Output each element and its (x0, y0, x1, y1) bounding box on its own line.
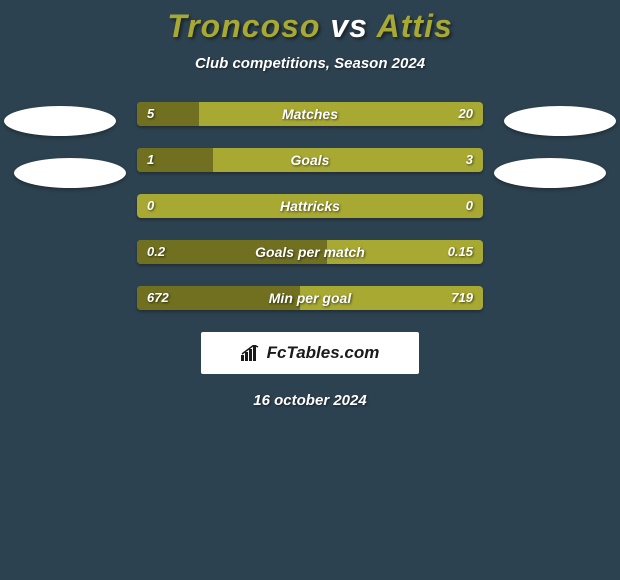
stat-label: Goals (137, 148, 483, 172)
vs-text: vs (330, 8, 368, 44)
ellipse-decoration (504, 106, 616, 136)
stat-bar: 672Min per goal719 (137, 286, 483, 310)
subtitle: Club competitions, Season 2024 (0, 55, 620, 72)
ellipse-decoration (4, 106, 116, 136)
stats-bars: 5Matches20 1Goals3 0Hattricks0 0.2Goals per… (137, 102, 483, 310)
logo-text: FcTables.com (267, 343, 380, 363)
content: 5Matches20 1Goals3 0Hattricks0 0.2Goals per… (0, 102, 620, 409)
stat-right-value: 20 (459, 102, 473, 126)
stat-label: Min per goal (137, 286, 483, 310)
logo-box: FcTables.com (201, 332, 419, 374)
stat-right-value: 0.15 (448, 240, 473, 264)
stat-label: Matches (137, 102, 483, 126)
stat-right-value: 3 (466, 148, 473, 172)
stat-bar: 5Matches20 (137, 102, 483, 126)
stat-right-value: 0 (466, 194, 473, 218)
player1-name: Troncoso (167, 8, 320, 44)
player2-name: Attis (377, 8, 453, 44)
stat-label: Goals per match (137, 240, 483, 264)
stat-bar: 0Hattricks0 (137, 194, 483, 218)
ellipse-decoration (494, 158, 606, 188)
chart-icon (241, 345, 261, 366)
page-title: Troncoso vs Attis (0, 8, 620, 45)
stat-label: Hattricks (137, 194, 483, 218)
ellipse-decoration (14, 158, 126, 188)
header: Troncoso vs Attis Club competitions, Sea… (0, 0, 620, 72)
stat-right-value: 719 (451, 286, 473, 310)
stat-bar: 0.2Goals per match0.15 (137, 240, 483, 264)
stat-bar: 1Goals3 (137, 148, 483, 172)
date-text: 16 october 2024 (0, 392, 620, 409)
